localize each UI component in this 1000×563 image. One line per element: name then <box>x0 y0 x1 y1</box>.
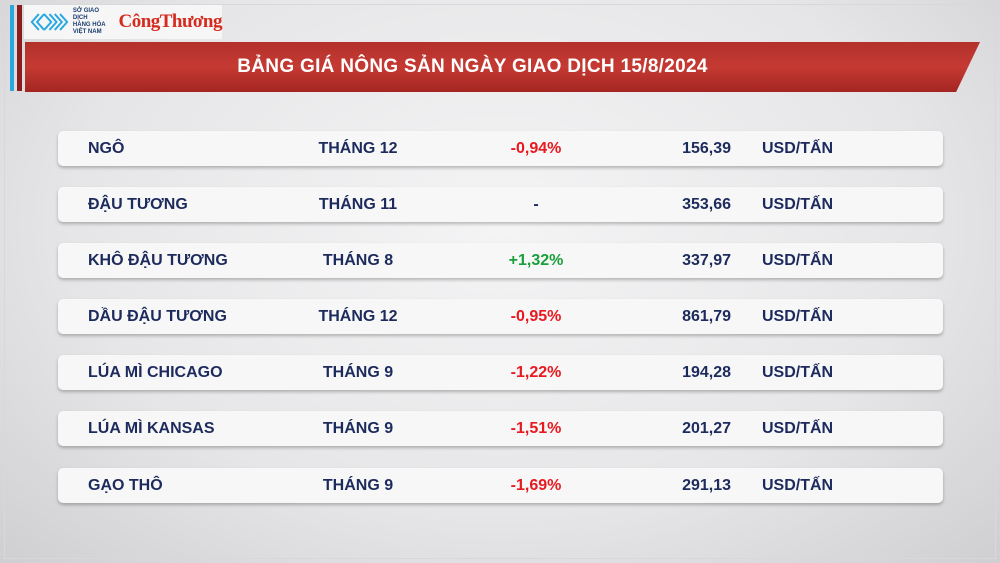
price-unit: USD/TẤN <box>762 196 834 213</box>
exchange-name: SỞ GIAO DỊCH HÀNG HÓA VIỆT NAM <box>73 8 111 36</box>
commodity-name: LÚA MÌ KANSAS <box>88 420 215 437</box>
price-change: -0,94% <box>510 140 562 157</box>
slide-frame <box>4 4 996 559</box>
accent-bar-blue <box>10 5 14 91</box>
contract-month: THÁNG 9 <box>322 364 394 381</box>
page-title: BẢNG GIÁ NÔNG SẢN NGÀY GIAO DỊCH 15/8/20… <box>237 56 708 77</box>
commodity-name: KHÔ ĐẬU TƯƠNG <box>88 252 228 269</box>
logo: SỞ GIAO DỊCH HÀNG HÓA VIỆT NAM CôngThươn… <box>24 5 222 39</box>
contract-month: THÁNG 12 <box>318 140 398 157</box>
price-value: 156,39 <box>682 140 731 157</box>
price-row: GẠO THÔ THÁNG 9 -1,69% 291,13 USD/TẤN <box>58 468 943 503</box>
exchange-logo-icon <box>30 13 69 31</box>
price-change: -0,95% <box>510 308 562 325</box>
price-row: DẦU ĐẬU TƯƠNG THÁNG 12 -0,95% 861,79 USD/TẤN <box>58 299 943 334</box>
price-unit: USD/TẤN <box>762 308 834 325</box>
commodity-name: NGÔ <box>88 140 125 157</box>
price-unit: USD/TẤN <box>762 140 834 157</box>
price-row: LÚA MÌ CHICAGO THÁNG 9 -1,22% 194,28 USD/TẤN <box>58 355 943 390</box>
contract-month: THÁNG 9 <box>322 477 394 494</box>
contract-month: THÁNG 12 <box>318 308 398 325</box>
price-value: 194,28 <box>682 364 731 381</box>
commodity-name: ĐẬU TƯƠNG <box>88 196 188 213</box>
brand-logo: CôngThương <box>118 11 222 32</box>
logo-line: HÀNG HÓA <box>72 22 106 28</box>
title-banner: BẢNG GIÁ NÔNG SẢN NGÀY GIAO DỊCH 15/8/20… <box>25 42 980 92</box>
price-value: 291,13 <box>682 477 731 494</box>
price-value: 201,27 <box>682 420 731 437</box>
price-unit: USD/TẤN <box>762 364 834 381</box>
commodity-name: GẠO THÔ <box>88 477 163 494</box>
commodity-name: DẦU ĐẬU TƯƠNG <box>88 308 227 325</box>
price-row: LÚA MÌ KANSAS THÁNG 9 -1,51% 201,27 USD/TẤN <box>58 411 943 446</box>
price-row: KHÔ ĐẬU TƯƠNG THÁNG 8 +1,32% 337,97 USD/TẤN <box>58 243 943 278</box>
logo-line: VIỆT NAM <box>72 29 102 35</box>
price-unit: USD/TẤN <box>762 420 834 437</box>
accent-bar-red <box>17 5 22 91</box>
logo-line: SỞ GIAO DỊCH <box>72 8 100 21</box>
price-change: -1,22% <box>510 364 562 381</box>
price-row: ĐẬU TƯƠNG THÁNG 11 - 353,66 USD/TẤN <box>58 187 943 222</box>
price-value: 353,66 <box>682 196 731 213</box>
contract-month: THÁNG 9 <box>322 420 394 437</box>
price-change: - <box>533 196 539 213</box>
price-change: -1,51% <box>510 420 562 437</box>
price-unit: USD/TẤN <box>762 252 834 269</box>
contract-month: THÁNG 11 <box>318 196 398 213</box>
price-change: -1,69% <box>510 477 562 494</box>
price-value: 861,79 <box>682 308 731 325</box>
price-value: 337,97 <box>682 252 731 269</box>
contract-month: THÁNG 8 <box>322 252 394 269</box>
price-unit: USD/TẤN <box>762 477 834 494</box>
commodity-name: LÚA MÌ CHICAGO <box>88 364 223 381</box>
price-change: +1,32% <box>508 252 564 269</box>
price-row: NGÔ THÁNG 12 -0,94% 156,39 USD/TẤN <box>58 131 943 166</box>
